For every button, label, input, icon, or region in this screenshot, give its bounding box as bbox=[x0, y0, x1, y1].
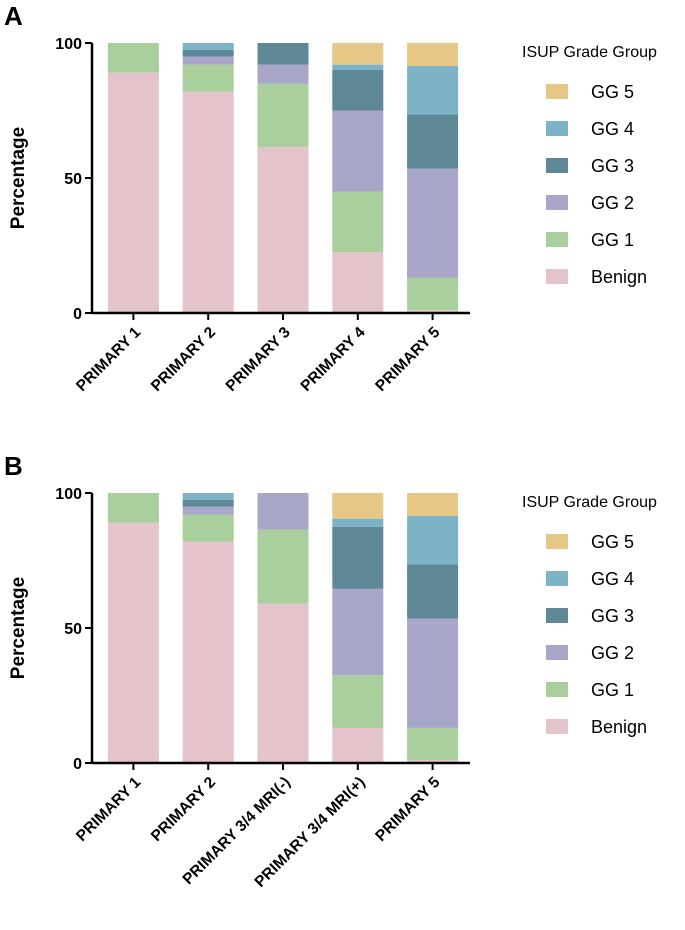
legend-label-gg-2: GG 2 bbox=[591, 643, 634, 663]
chart-panel-b: B Percentage PRIMARY 1 PRIMARY 2 PRIMARY 3/4… bbox=[0, 455, 685, 930]
legend-label-gg-4: GG 4 bbox=[591, 569, 634, 589]
x-tick-label: PRIMARY 5 bbox=[372, 324, 443, 395]
y-tick-label: 100 bbox=[55, 36, 82, 53]
legend-title: ISUP Grade Group bbox=[522, 494, 657, 511]
bar-primary-3-4-mri-gg-4 bbox=[332, 518, 384, 527]
bar-primary-5-benign bbox=[407, 310, 459, 313]
bar-primary-1-gg-1 bbox=[107, 493, 159, 523]
bar-primary-3-4-mri-gg-2 bbox=[257, 493, 309, 530]
bar-primary-2-gg-1 bbox=[182, 514, 234, 542]
bar-primary-5-gg-5 bbox=[407, 493, 459, 516]
bar-primary-5-gg-4 bbox=[407, 65, 459, 115]
legend-swatch-gg-2 bbox=[546, 195, 568, 210]
bar-primary-3-4-mri-gg-1 bbox=[332, 675, 384, 728]
bar-primary-5-gg-5 bbox=[407, 43, 459, 66]
legend-swatch-gg-1 bbox=[546, 682, 568, 697]
bar-primary-5-gg-2 bbox=[407, 168, 459, 278]
x-tick-label: PRIMARY 5 bbox=[372, 774, 443, 845]
bar-primary-4-gg-1 bbox=[332, 191, 384, 253]
legend-label-gg-2: GG 2 bbox=[591, 193, 634, 213]
bar-primary-5-gg-3 bbox=[407, 114, 459, 169]
bar-primary-2-gg-2 bbox=[182, 56, 234, 65]
bar-primary-5-gg-3 bbox=[407, 564, 459, 619]
bar-primary-3-gg-2 bbox=[257, 64, 309, 84]
panel-label: B bbox=[4, 455, 23, 481]
bar-primary-4-gg-5 bbox=[332, 43, 384, 65]
bar-primary-3-benign bbox=[257, 146, 309, 313]
legend-label-gg-1: GG 1 bbox=[591, 680, 634, 700]
legend-swatch-gg-5 bbox=[546, 84, 568, 99]
bar-primary-2-gg-3 bbox=[182, 49, 234, 57]
x-tick-label: PRIMARY 2 bbox=[148, 324, 219, 395]
legend-swatch-gg-1 bbox=[546, 232, 568, 247]
bar-primary-3-gg-3 bbox=[257, 43, 309, 65]
y-tick-label: 50 bbox=[64, 621, 82, 638]
legend-label-benign: Benign bbox=[591, 717, 647, 737]
y-axis-label: Percentage bbox=[8, 577, 29, 679]
bar-primary-3-4-mri-gg-5 bbox=[332, 493, 384, 519]
bar-primary-3-4-mri-benign bbox=[257, 603, 309, 763]
bar-primary-2-gg-4 bbox=[182, 43, 234, 50]
y-tick-label: 100 bbox=[55, 486, 82, 503]
legend-label-gg-3: GG 3 bbox=[591, 606, 634, 626]
bar-primary-5-gg-4 bbox=[407, 515, 459, 565]
x-tick-label: PRIMARY 2 bbox=[148, 774, 219, 845]
x-tick-label: PRIMARY 1 bbox=[73, 324, 144, 395]
legend-label-gg-4: GG 4 bbox=[591, 119, 634, 139]
bar-primary-5-benign bbox=[407, 760, 459, 763]
bar-primary-3-4-mri-gg-3 bbox=[332, 526, 384, 589]
legend-label-gg-3: GG 3 bbox=[591, 156, 634, 176]
bar-primary-2-gg-3 bbox=[182, 499, 234, 507]
legend-swatch-gg-2 bbox=[546, 645, 568, 660]
bar-primary-3-4-mri-gg-2 bbox=[332, 588, 384, 676]
bar-primary-3-4-mri-gg-1 bbox=[257, 529, 309, 604]
bar-primary-2-gg-2 bbox=[182, 506, 234, 515]
bar-primary-2-gg-1 bbox=[182, 64, 234, 92]
bar-primary-5-gg-1 bbox=[407, 727, 459, 761]
legend-swatch-gg-5 bbox=[546, 534, 568, 549]
x-tick-label: PRIMARY 1 bbox=[73, 774, 144, 845]
bar-primary-3-gg-1 bbox=[257, 83, 309, 147]
bar-primary-5-gg-2 bbox=[407, 618, 459, 728]
bar-primary-4-gg-3 bbox=[332, 70, 384, 111]
y-axis-label: Percentage bbox=[8, 127, 29, 229]
bar-primary-1-benign bbox=[107, 72, 159, 313]
legend-label-gg-1: GG 1 bbox=[591, 230, 634, 250]
legend-swatch-benign bbox=[546, 269, 568, 284]
y-tick-label: 0 bbox=[73, 756, 82, 773]
legend-swatch-gg-4 bbox=[546, 121, 568, 136]
bar-primary-1-benign bbox=[107, 522, 159, 763]
bar-primary-4-gg-2 bbox=[332, 110, 384, 192]
bar-primary-1-gg-1 bbox=[107, 43, 159, 73]
bar-primary-4-benign bbox=[332, 252, 384, 313]
y-tick-label: 50 bbox=[64, 171, 82, 188]
chart-panel-a: A Percentage PRIMARY 1 PRIMARY 2 PRIMARY 3 PR… bbox=[0, 0, 685, 455]
x-tick-label: PRIMARY 3 bbox=[223, 324, 294, 395]
bar-primary-2-benign bbox=[182, 91, 234, 313]
legend-title: ISUP Grade Group bbox=[522, 44, 657, 61]
x-tick-label: PRIMARY 4 bbox=[298, 324, 369, 395]
legend-swatch-gg-4 bbox=[546, 571, 568, 586]
bar-primary-3-4-mri-benign bbox=[332, 727, 384, 763]
panel-label: A bbox=[4, 1, 23, 31]
bar-primary-5-gg-1 bbox=[407, 277, 459, 311]
bar-primary-2-gg-4 bbox=[182, 493, 234, 500]
legend-swatch-benign bbox=[546, 719, 568, 734]
legend-label-gg-5: GG 5 bbox=[591, 82, 634, 102]
legend-label-gg-5: GG 5 bbox=[591, 532, 634, 552]
bar-primary-2-benign bbox=[182, 541, 234, 763]
bar-primary-4-gg-4 bbox=[332, 64, 384, 70]
legend-label-benign: Benign bbox=[591, 267, 647, 287]
legend-swatch-gg-3 bbox=[546, 158, 568, 173]
legend-swatch-gg-3 bbox=[546, 608, 568, 623]
y-tick-label: 0 bbox=[73, 306, 82, 323]
